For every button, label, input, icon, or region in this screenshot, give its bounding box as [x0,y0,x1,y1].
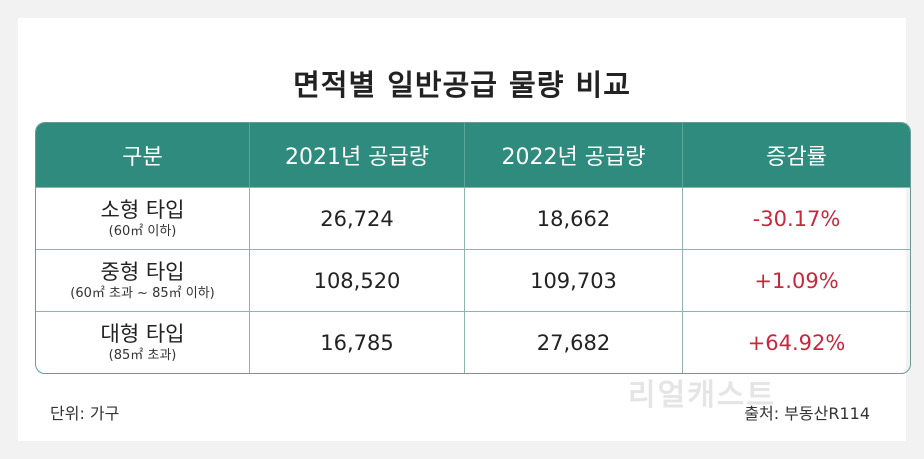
table-row: 대형 타입 (85㎡ 초과) 16,785 27,682 +64.92% [36,311,910,373]
watermark-logo: 리얼캐스트 [628,378,776,413]
header-category: 구분 [36,123,250,187]
comparison-table: 구분 2021년 공급량 2022년 공급량 증감률 소형 타입 (60㎡ 이하… [35,122,911,374]
type-cell: 중형 타입 (60㎡ 초과 ~ 85㎡ 이하) [36,250,250,311]
supply-2022-cell: 109,703 [465,250,683,311]
type-name: 소형 타입 [100,197,185,222]
supply-2022-cell: 27,682 [465,312,683,373]
supply-2021-cell: 26,724 [250,188,465,249]
type-size-range: (60㎡ 이하) [108,223,177,239]
supply-2022-cell: 18,662 [465,188,683,249]
type-name: 중형 타입 [100,259,185,284]
change-rate-cell: -30.17% [752,206,841,231]
header-change-rate: 증감률 [766,145,827,170]
unit-note: 단위: 가구 [50,404,120,423]
change-rate-cell: +1.09% [754,268,839,293]
change-rate-cell: +64.92% [747,330,846,355]
page-title: 면적별 일반공급 물량 비교 [293,68,631,102]
type-name: 대형 타입 [100,321,185,346]
supply-2021-cell: 108,520 [250,250,465,311]
type-cell: 대형 타입 (85㎡ 초과) [36,312,250,373]
supply-2021-cell: 16,785 [250,312,465,373]
table-row: 소형 타입 (60㎡ 이하) 26,724 18,662 -30.17% [36,187,910,249]
source-note: 출처: 부동산R114 [744,404,870,423]
header-2021-supply: 2021년 공급량 [250,123,465,187]
table-header-row: 구분 2021년 공급량 2022년 공급량 증감률 [36,123,910,187]
type-size-range: (85㎡ 초과) [108,347,177,363]
infographic-card: 면적별 일반공급 물량 비교 구분 2021년 공급량 2022년 공급량 증감… [18,18,911,441]
table-row: 중형 타입 (60㎡ 초과 ~ 85㎡ 이하) 108,520 109,703 … [36,249,910,311]
header-2022-supply: 2022년 공급량 [465,123,683,187]
type-size-range: (60㎡ 초과 ~ 85㎡ 이하) [70,285,215,301]
type-cell: 소형 타입 (60㎡ 이하) [36,188,250,249]
